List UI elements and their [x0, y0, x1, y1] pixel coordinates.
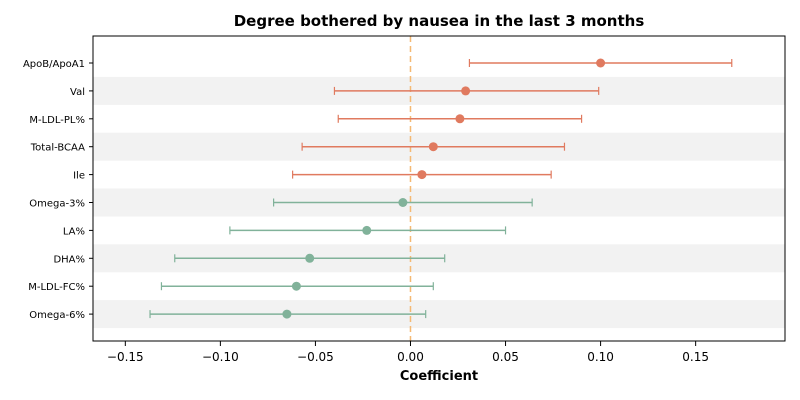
x-tick-label: 0.15 — [682, 350, 709, 364]
coefficient-point — [362, 225, 372, 235]
y-tick-label: ApoB/ApoA1 — [23, 59, 85, 70]
y-tick-label: DHA% — [53, 254, 85, 265]
y-tick-label: Omega-3% — [29, 199, 85, 210]
coefficient-point — [596, 58, 606, 68]
y-tick-label: M-LDL-PL% — [29, 115, 85, 126]
coefficient-point — [428, 142, 438, 152]
y-tick-label: M-LDL-FC% — [28, 282, 85, 293]
estimate-row — [174, 253, 446, 263]
axes-frame — [92, 35, 786, 342]
estimate-row — [160, 281, 434, 291]
x-tick-label: −0.15 — [107, 350, 144, 364]
coefficient-point — [398, 198, 408, 207]
coefficient-point — [417, 170, 427, 180]
coefficient-point — [305, 253, 315, 263]
estimate-row — [273, 198, 533, 207]
x-tick-label: 0.10 — [587, 350, 614, 364]
coefficient-point — [282, 309, 292, 319]
coefficient-point — [461, 86, 471, 96]
y-tick-label: Omega-6% — [29, 310, 85, 321]
x-tick-label: −0.05 — [297, 350, 334, 364]
y-tick-label: Ile — [73, 171, 85, 182]
x-tick-label: −0.10 — [202, 350, 239, 364]
estimate-row — [468, 58, 733, 68]
chart-title: Degree bothered by nausea in the last 3 … — [234, 12, 645, 30]
y-tick-label: Total-BCAA — [30, 143, 85, 154]
estimate-row — [333, 86, 600, 96]
estimate-row — [301, 142, 566, 152]
x-axis-label: Coefficient — [400, 369, 478, 384]
x-tick-label: 0.05 — [492, 350, 519, 364]
coefficient-point — [455, 114, 465, 124]
y-tick-label: Val — [70, 87, 85, 98]
estimate-row — [337, 114, 583, 124]
estimate-row — [292, 170, 552, 180]
x-axis-ticks: −0.15 −0.10 −0.05 0.00 0.05 0.10 0.15 — [107, 341, 709, 364]
coefficient-point — [291, 281, 301, 291]
estimate-row — [229, 225, 507, 235]
estimate-row — [149, 309, 427, 319]
y-tick-label: LA% — [63, 226, 85, 237]
coefficient-marks — [149, 58, 733, 319]
y-axis-ticks: ApoB/ApoA1 Val M-LDL-PL% Total-BCAA Ile Omega… — [23, 59, 93, 321]
x-tick-label: 0.00 — [397, 350, 424, 364]
